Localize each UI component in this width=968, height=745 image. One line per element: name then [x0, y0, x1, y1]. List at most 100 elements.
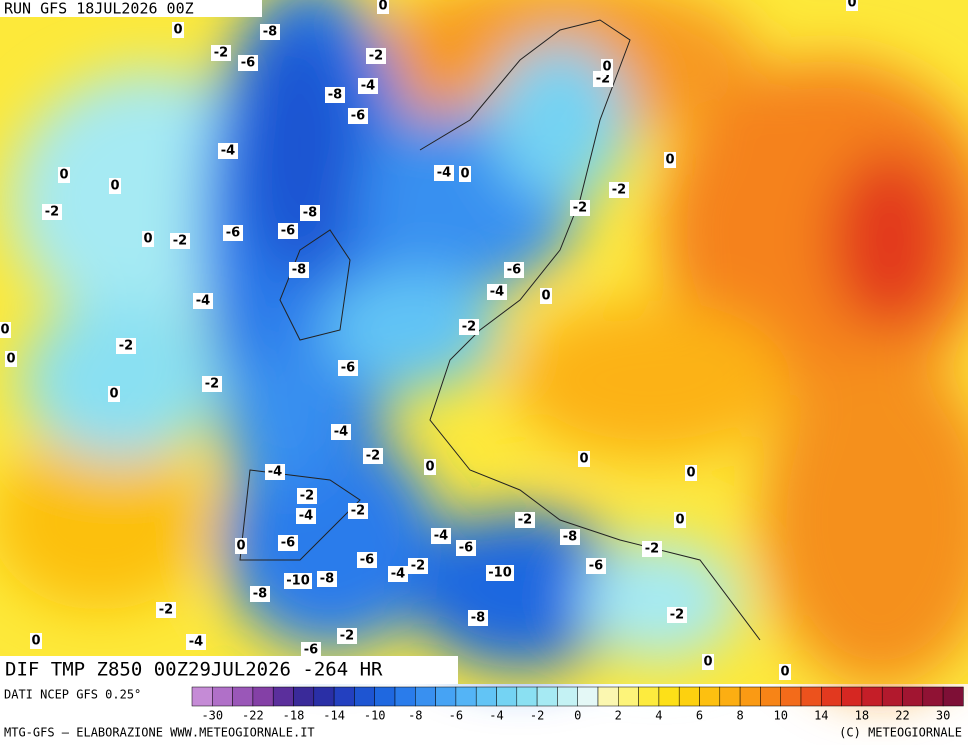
color-swatch: [354, 686, 375, 707]
label-bg: [504, 262, 524, 278]
contour-label: -4: [490, 285, 504, 300]
label-bg: [265, 464, 285, 480]
label-bg: [578, 451, 590, 467]
color-swatch: [658, 686, 680, 707]
contour-label: -8: [563, 530, 577, 545]
label-bg: [685, 465, 697, 481]
contour-label: -8: [320, 572, 334, 587]
contour-label: 0: [110, 179, 119, 194]
contour-label: 0: [665, 153, 674, 168]
contour-label: -2: [351, 504, 365, 519]
label-bg: [156, 602, 176, 618]
map: [0, 0, 968, 690]
label-bg: [42, 204, 62, 220]
contour-label: -2: [366, 449, 380, 464]
contour-label: 0: [59, 168, 68, 183]
label-bg: [540, 288, 552, 304]
contour-label: -4: [361, 79, 375, 94]
color-swatch: [557, 686, 578, 707]
colorbar-label: -18: [283, 709, 305, 723]
label-bg: [58, 167, 70, 183]
contour-label: -10: [488, 566, 512, 581]
contour-label: -8: [328, 88, 342, 103]
label-bg: [186, 634, 206, 650]
color-swatch: [536, 686, 558, 707]
label-bg: [642, 541, 662, 557]
color-swatch: [313, 686, 335, 707]
contour-label: -6: [304, 643, 318, 658]
contour-label: 0: [173, 23, 182, 38]
color-swatch: [821, 686, 842, 707]
label-bg: [431, 528, 451, 544]
contour-label: 0: [0, 323, 9, 338]
label-bg: [223, 225, 243, 241]
color-swatch: [780, 686, 802, 707]
label-bg: [363, 448, 383, 464]
color-swatch: [861, 686, 883, 707]
color-swatch: [272, 686, 294, 707]
colorbar-label: 2: [615, 709, 622, 723]
contour-label: -6: [281, 536, 295, 551]
label-bg: [289, 262, 309, 278]
contour-label: -2: [670, 608, 684, 623]
contour-label: 0: [703, 655, 712, 670]
label-bg: [468, 610, 488, 626]
label-bg: [296, 508, 316, 524]
label-bg: [235, 538, 247, 554]
contour-label: 0: [675, 513, 684, 528]
contour-label: -6: [360, 553, 374, 568]
label-bg: [846, 0, 858, 11]
label-bg: [260, 24, 280, 40]
contour-label: -2: [411, 559, 425, 574]
label-bg: [664, 152, 676, 168]
contour-label: -2: [173, 234, 187, 249]
color-swatch: [841, 686, 863, 707]
contour-label: 0: [378, 0, 387, 14]
color-swatch: [699, 686, 721, 707]
color-swatch: [800, 686, 822, 707]
contour-label: 0: [425, 460, 434, 475]
color-swatch: [516, 686, 538, 707]
colorbar-label: 18: [855, 709, 869, 723]
label-bg: [702, 654, 714, 670]
contour-label: -4: [434, 529, 448, 544]
color-swatch: [760, 686, 781, 707]
label-bg: [297, 488, 317, 504]
contour-label: -2: [612, 183, 626, 198]
contour-label: -2: [45, 205, 59, 220]
contour-label: -4: [391, 567, 405, 582]
contour-label: 0: [686, 466, 695, 481]
label-bg: [348, 503, 368, 519]
colorbar-label: 0: [574, 709, 581, 723]
contour-label: -6: [589, 559, 603, 574]
colorbar-label: -10: [364, 709, 386, 723]
label-bg: [202, 376, 222, 392]
colorbar-label: 22: [895, 709, 909, 723]
label-bg: [331, 424, 351, 440]
contour-label: -2: [369, 49, 383, 64]
color-swatch: [942, 686, 964, 707]
label-bg: [366, 48, 386, 64]
footer-right: (C) METEOGIORNALE: [839, 726, 962, 740]
colorbar-label: 30: [936, 709, 950, 723]
contour-label: -8: [292, 263, 306, 278]
label-bg: [486, 565, 514, 581]
colorbar-label: 6: [696, 709, 703, 723]
colorbar-label: 10: [773, 709, 787, 723]
label-bg: [278, 535, 298, 551]
label-bg: [0, 322, 11, 338]
color-swatch: [252, 686, 274, 707]
color-swatch: [719, 686, 741, 707]
label-bg: [515, 512, 535, 528]
contour-label: -8: [253, 587, 267, 602]
label-bg: [172, 22, 184, 38]
color-swatch: [394, 686, 416, 707]
contour-label: 0: [143, 232, 152, 247]
color-swatch: [333, 686, 355, 707]
label-bg: [116, 338, 136, 354]
label-bg: [278, 223, 298, 239]
contour-label: -8: [303, 206, 317, 221]
label-bg: [560, 529, 580, 545]
colorbar-label: 8: [736, 709, 743, 723]
label-bg: [570, 200, 590, 216]
